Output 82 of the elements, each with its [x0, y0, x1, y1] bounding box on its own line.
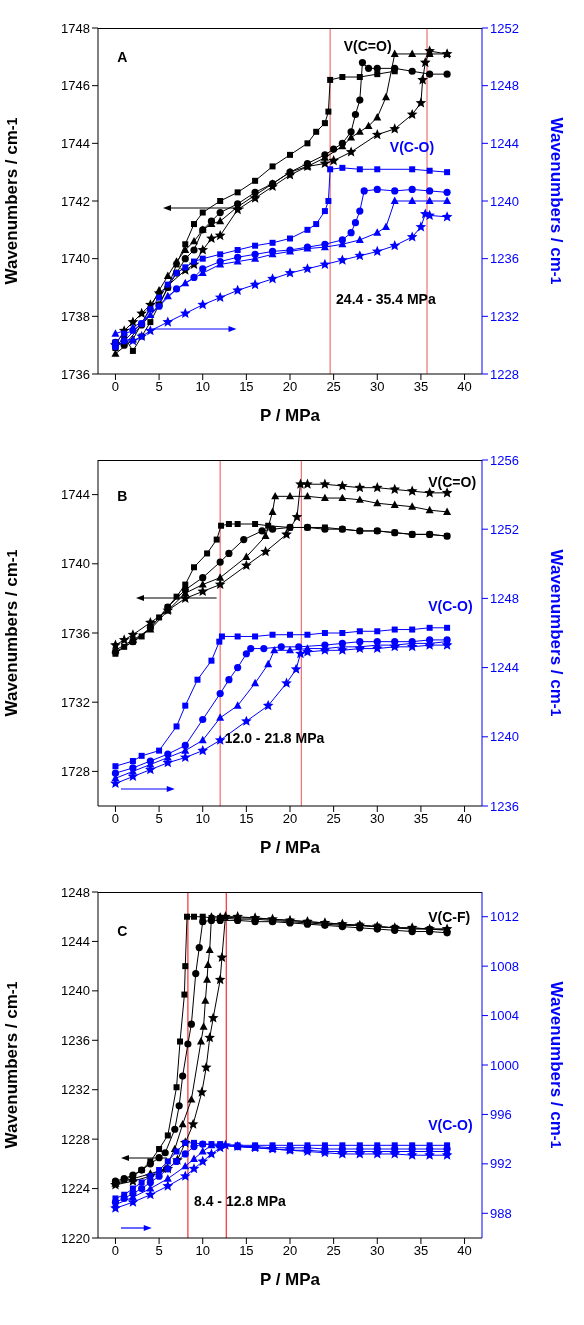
- y2-tick-label: 1248: [490, 78, 519, 94]
- x-tick-label: 15: [239, 811, 254, 827]
- y-tick-label: 1736: [61, 625, 90, 641]
- x-tick-label: 35: [413, 811, 429, 827]
- y-tick-label: 1744: [61, 135, 90, 151]
- x-tick-label: 30: [370, 379, 385, 395]
- annotation: V(C-O): [389, 138, 435, 155]
- x-axis-title: P / MPa: [258, 1270, 322, 1290]
- x-axis-title: P / MPa: [258, 838, 322, 858]
- annotation: A: [117, 48, 128, 65]
- y-tick-label: 1224: [61, 1181, 90, 1197]
- y-tick-label: 1240: [61, 983, 90, 999]
- y-tick-label: 1740: [61, 556, 90, 572]
- y-tick-label: 1244: [61, 934, 90, 950]
- y-tick-label: 1236: [61, 1032, 90, 1048]
- x-tick-label: 0: [111, 1243, 120, 1259]
- y-tick-label: 1728: [61, 764, 90, 780]
- x-tick-label: 0: [111, 379, 120, 395]
- y2-tick-label: 1256: [490, 452, 519, 468]
- y2-tick-label: 1252: [490, 20, 519, 36]
- annotation: V(C-O): [428, 598, 473, 615]
- x-tick-label: 40: [457, 811, 472, 827]
- y-tick-label: 1220: [61, 1230, 90, 1246]
- y2-tick-label: 1232: [490, 308, 519, 324]
- x-tick-label: 25: [326, 379, 341, 395]
- y-tick-label: 1228: [61, 1131, 90, 1147]
- x-tick-label: 5: [155, 379, 163, 395]
- x-tick-label: 25: [326, 811, 341, 827]
- annotation: V(C=O): [343, 38, 392, 55]
- y2-tick-label: 1244: [490, 660, 519, 676]
- y-tick-label: 1248: [61, 884, 90, 900]
- annotation: V(C-F): [428, 909, 471, 926]
- y2-tick-label: 1008: [490, 958, 519, 974]
- y-tick-label: 1742: [61, 193, 90, 209]
- annotation: 8.4 - 12.8 MPa: [194, 1193, 286, 1210]
- x-tick-label: 30: [370, 1243, 385, 1259]
- y-tick-label: 1740: [61, 251, 90, 267]
- y2-tick-label: 1240: [490, 193, 519, 209]
- y-tick-label: 1738: [61, 308, 90, 324]
- y2-tick-label: 1228: [490, 366, 519, 382]
- x-tick-label: 10: [195, 379, 210, 395]
- x-tick-label: 35: [413, 379, 429, 395]
- x-tick-label: 20: [282, 811, 298, 827]
- annotation: C: [117, 923, 128, 940]
- y-tick-label: 1732: [61, 694, 90, 710]
- x-tick-label: 40: [457, 1243, 472, 1259]
- y-tick-label: 1232: [61, 1082, 90, 1098]
- x-tick-label: 10: [195, 811, 210, 827]
- y2-tick-label: 988: [490, 1205, 512, 1221]
- y2-tick-label: 1244: [490, 135, 519, 151]
- y2-tick-label: 1252: [490, 521, 519, 537]
- x-tick-label: 5: [155, 811, 163, 827]
- y-tick-label: 1746: [61, 78, 90, 94]
- y-tick-label: 1736: [61, 366, 90, 382]
- x-axis-title: P / MPa: [258, 406, 322, 426]
- x-tick-label: 25: [326, 1243, 341, 1259]
- y2-tick-label: 1236: [490, 251, 519, 267]
- annotation: 24.4 - 35.4 MPa: [336, 290, 436, 307]
- x-tick-label: 0: [111, 811, 120, 827]
- annotation: B: [117, 487, 128, 504]
- y-tick-label: 1744: [61, 487, 90, 503]
- x-tick-label: 5: [155, 1243, 163, 1259]
- y-tick-label: 1748: [61, 20, 90, 36]
- x-tick-label: 10: [195, 1243, 210, 1259]
- y2-tick-label: 1248: [490, 591, 519, 607]
- annotation: V(C=O): [428, 473, 477, 490]
- x-tick-label: 15: [239, 1243, 254, 1259]
- y2-tick-label: 996: [490, 1107, 512, 1123]
- annotation: V(C-O): [428, 1116, 473, 1133]
- x-tick-label: 40: [457, 379, 472, 395]
- x-tick-label: 20: [282, 379, 298, 395]
- y2-tick-label: 1000: [490, 1057, 519, 1073]
- x-tick-label: 30: [370, 811, 385, 827]
- y2-tick-label: 1240: [490, 729, 519, 745]
- x-tick-label: 35: [413, 1243, 429, 1259]
- y2-tick-label: 1004: [490, 1008, 519, 1024]
- x-tick-label: 20: [282, 1243, 298, 1259]
- y2-tick-label: 992: [490, 1156, 512, 1172]
- y2-tick-label: 1012: [490, 909, 519, 925]
- x-tick-label: 15: [239, 379, 254, 395]
- y2-tick-label: 1236: [490, 798, 519, 814]
- annotation: 12.0 - 21.8 MPa: [224, 729, 325, 746]
